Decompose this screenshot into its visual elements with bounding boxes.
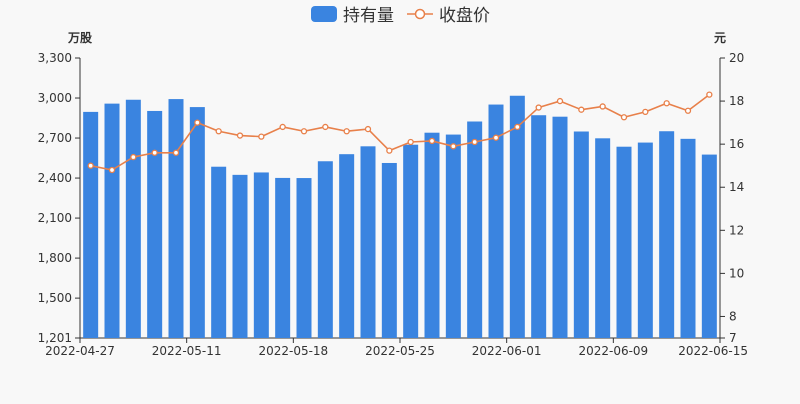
left-tick-label: 2,700 — [38, 131, 72, 145]
price-point — [87, 162, 94, 169]
price-point — [706, 91, 713, 98]
right-tick-label: 14 — [729, 180, 744, 194]
bar — [360, 146, 376, 338]
legend-bar-label: 持有量 — [343, 6, 394, 26]
price-point — [471, 138, 478, 146]
bar — [445, 134, 461, 338]
bar — [595, 138, 611, 338]
price-point — [642, 108, 649, 115]
price-point — [108, 166, 116, 174]
price-point — [450, 143, 457, 150]
price-point — [386, 147, 393, 154]
bar — [275, 177, 291, 338]
x-tick-label: 2022-06-15 — [678, 344, 748, 358]
price-point — [343, 128, 350, 135]
bar — [509, 95, 525, 338]
price-point — [322, 123, 329, 131]
right-axis-unit: 元 — [714, 31, 726, 45]
price-point — [194, 119, 201, 126]
price-point — [620, 114, 628, 121]
bar — [659, 131, 675, 338]
bar — [189, 107, 205, 338]
price-point — [578, 106, 585, 113]
right-tick-label: 12 — [729, 223, 744, 237]
x-tick-label: 2022-04-27 — [45, 344, 115, 358]
bar — [296, 178, 312, 338]
bar-series — [83, 95, 717, 339]
right-tick-label: 16 — [729, 137, 744, 151]
bar — [125, 99, 141, 338]
x-axis-ticks: 2022-04-27 2022-05-11 2022-05-18 2022-05-25… — [45, 338, 748, 358]
bar — [104, 103, 120, 338]
price-point — [215, 128, 222, 135]
left-tick-label: 2,100 — [38, 211, 72, 225]
bar — [83, 111, 99, 338]
legend-line-marker — [414, 8, 426, 20]
price-point — [514, 123, 521, 131]
right-tick-label: 18 — [729, 94, 744, 108]
price-point — [130, 153, 137, 161]
left-tick-label: 1,201 — [38, 331, 72, 345]
bar — [552, 116, 568, 339]
bar — [467, 121, 483, 338]
bar — [637, 142, 653, 338]
legend-bar-swatch — [311, 6, 337, 22]
bar — [381, 162, 397, 338]
bar — [339, 154, 355, 338]
price-line — [90, 93, 710, 171]
bar — [211, 166, 227, 338]
left-tick-label: 1,800 — [38, 251, 72, 265]
price-point — [599, 103, 606, 110]
bar — [680, 138, 696, 338]
right-tick-label: 20 — [729, 51, 744, 65]
price-point — [684, 107, 692, 114]
price-point — [258, 133, 265, 140]
left-tick-label: 2,400 — [38, 171, 72, 185]
x-tick-label: 2022-06-01 — [472, 344, 542, 358]
bar — [424, 132, 440, 338]
legend-line-label: 收盘价 — [439, 6, 490, 26]
bar — [147, 110, 163, 338]
right-tick-label: 10 — [729, 266, 744, 280]
price-point — [300, 128, 308, 135]
left-tick-label: 3,000 — [38, 91, 72, 105]
axes: 1,201 1,500 1,800 2,100 2,400 2,700 3,000 3,300… — [38, 51, 745, 345]
bar — [253, 172, 269, 338]
x-tick-label: 2022-05-11 — [152, 344, 222, 358]
bar — [616, 146, 632, 338]
bar — [317, 161, 333, 338]
right-tick-label: 7 — [729, 331, 737, 345]
price-point — [151, 149, 158, 156]
bar — [488, 104, 504, 338]
bar — [232, 174, 248, 338]
bar — [573, 131, 589, 338]
price-point — [279, 123, 286, 131]
price-point — [428, 137, 436, 145]
bar — [701, 154, 717, 338]
price-point — [535, 104, 542, 111]
price-point — [172, 149, 180, 156]
bar — [168, 99, 184, 338]
x-tick-label: 2022-05-25 — [365, 344, 435, 358]
legend[interactable]: 持有量 收盘价 — [311, 6, 490, 26]
left-tick-label: 1,500 — [38, 291, 72, 305]
left-tick-label: 3,300 — [38, 51, 72, 65]
price-point — [492, 134, 500, 141]
bar — [531, 115, 547, 338]
price-point — [407, 138, 414, 146]
left-axis-unit: 万股 — [67, 30, 93, 45]
bar — [403, 144, 419, 338]
price-point — [663, 100, 670, 107]
price-point — [236, 132, 244, 139]
right-tick-label: 8 — [729, 309, 737, 323]
x-tick-label: 2022-05-18 — [258, 344, 328, 358]
x-tick-label: 2022-06-09 — [578, 344, 648, 358]
price-point — [364, 125, 372, 133]
price-point — [556, 97, 564, 105]
line-series — [87, 91, 713, 174]
